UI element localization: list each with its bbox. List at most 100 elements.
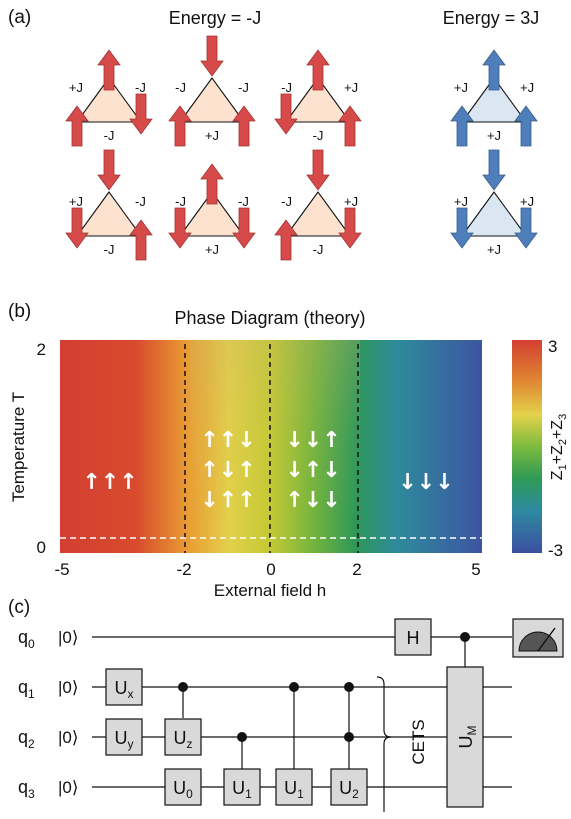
qubit-label-q0: q0: [18, 627, 35, 651]
bond-label: +J: [454, 194, 468, 209]
phase-map-haze: [190, 340, 360, 520]
spin-arrow-down: [482, 149, 506, 191]
gate-u0: [164, 768, 202, 806]
gate-uy-label: Uy: [115, 728, 134, 751]
spin-arrow-down: [65, 207, 89, 249]
control-dot-u2-q1: [344, 682, 354, 692]
spin-arrow-up: [450, 105, 474, 147]
x-tick-2: 2: [352, 560, 361, 579]
colorbar-tick-bottom: -3: [548, 541, 563, 560]
bond-label: -J: [281, 194, 292, 209]
region-arrows-2c: ↑↓↓: [285, 488, 340, 513]
qubit-label-q3: q3: [18, 777, 35, 801]
spin-arrow-up: [306, 49, 330, 91]
spin-arrow-down: [306, 149, 330, 191]
qubit-label-q1: q1: [18, 677, 35, 701]
gate-u2-label: U2: [339, 778, 359, 801]
spin-arrow-up: [168, 105, 192, 147]
region-arrows-2b: ↓↑↓: [285, 458, 340, 483]
spin-arrow-up: [97, 49, 121, 91]
meter-icon: [512, 618, 564, 658]
meter-dial: [518, 631, 558, 652]
bond-label: -J: [238, 194, 249, 209]
gate-u1b: [275, 768, 313, 806]
triangle-body: [178, 191, 246, 237]
bond-label: +J: [344, 194, 358, 209]
spin-arrow-down: [97, 149, 121, 191]
spin-arrow-up: [129, 219, 153, 261]
bond-label: -J: [104, 242, 115, 257]
spin-arrow-down: [514, 207, 538, 249]
panel-c-label: (c): [8, 597, 30, 618]
panel-a-title-left: Energy = -J: [169, 8, 262, 28]
gate-u2: [330, 768, 368, 806]
spin-triangle: -J -J +J: [168, 35, 256, 147]
triangle-body: [75, 77, 143, 123]
spin-arrow-up: [514, 105, 538, 147]
control-dot-uz: [178, 682, 188, 692]
panel-a-title-right: Energy = 3J: [443, 8, 540, 28]
bond-label: -J: [313, 242, 324, 257]
spin-arrow-down: [168, 207, 192, 249]
qubit-state-q3: |0⟩: [58, 778, 79, 797]
qubit-state-q0: |0⟩: [58, 628, 79, 647]
gate-u1a-label: U1: [232, 778, 252, 801]
spin-triangles: +J -J-J-J -J+J-J +J-J+J +J+J+J -J-J-J -J+J-J +J…: [65, 35, 538, 261]
spin-arrow-down: [338, 207, 362, 249]
bond-label: +J: [487, 242, 501, 257]
y-axis-label: Temperature T: [9, 392, 28, 502]
gate-uy: [105, 718, 143, 756]
gate-ux: [105, 668, 143, 706]
spin-triangle: -J -J +J: [168, 163, 256, 257]
spin-triangle: -J +J -J: [274, 49, 362, 147]
spin-arrow-up: [274, 219, 298, 261]
bond-label: -J: [135, 80, 146, 95]
bond-label: +J: [69, 194, 83, 209]
region-arrows-1c: ↓↑↑: [200, 488, 255, 513]
control-dot-u2-q2: [344, 732, 354, 742]
bond-label: -J: [135, 194, 146, 209]
qubit-state-q1: |0⟩: [58, 678, 79, 697]
y-tick-2: 2: [37, 340, 46, 359]
bond-label: +J: [69, 80, 83, 95]
panel-b-label: (b): [8, 301, 31, 322]
spin-arrow-down: [450, 207, 474, 249]
gate-uz-label: Uz: [174, 728, 193, 751]
spin-arrow-up: [482, 49, 506, 91]
spin-arrow-up: [200, 163, 224, 205]
bond-label: +J: [520, 80, 534, 95]
triangle-body: [75, 191, 143, 237]
region-arrows-1b: ↑↓↑: [200, 458, 255, 483]
control-dot-um: [460, 632, 470, 642]
spin-arrow-down: [232, 207, 256, 249]
control-dot-u1b: [289, 682, 299, 692]
x-axis-label: External field h: [214, 581, 326, 600]
bond-label: +J: [520, 194, 534, 209]
bond-label: -J: [238, 80, 249, 95]
colorbar-label: Z1+Z2+Z3: [549, 414, 569, 480]
region-arrows-1a: ↑↑↓: [200, 428, 255, 453]
x-tick-5: 5: [471, 560, 480, 579]
region-arrows-down-down-down: ↓↓↓: [398, 470, 453, 495]
x-tick-0: 0: [266, 560, 275, 579]
colorbar-tick-top: 3: [548, 337, 557, 356]
gate-h-label: H: [407, 628, 420, 648]
spin-triangle: -J +J -J: [274, 149, 362, 261]
control-dot-u1a: [237, 732, 247, 742]
qubit-label-q2: q2: [18, 727, 35, 751]
bond-label: +J: [454, 80, 468, 95]
meter-needle: [537, 627, 556, 652]
phase-map: ↑↑↑ ↑↑↓ ↑↓↑ ↓↑↑ ↓↓↑ ↓↑↓ ↑↓↓ ↓↓↓: [60, 340, 482, 553]
bond-label: +J: [205, 242, 219, 257]
region-arrows-2a: ↓↓↑: [285, 428, 340, 453]
spin-arrow-down: [274, 93, 298, 135]
gate-ux-label: Ux: [115, 678, 134, 701]
triangle-body: [460, 191, 528, 237]
bond-label: +J: [487, 128, 501, 143]
x-tick-minus2: -2: [176, 560, 191, 579]
bond-label: +J: [205, 128, 219, 143]
spin-triangle: +J -J -J: [65, 149, 153, 261]
qubit-state-q2: |0⟩: [58, 728, 79, 747]
triangle-body: [284, 191, 352, 237]
